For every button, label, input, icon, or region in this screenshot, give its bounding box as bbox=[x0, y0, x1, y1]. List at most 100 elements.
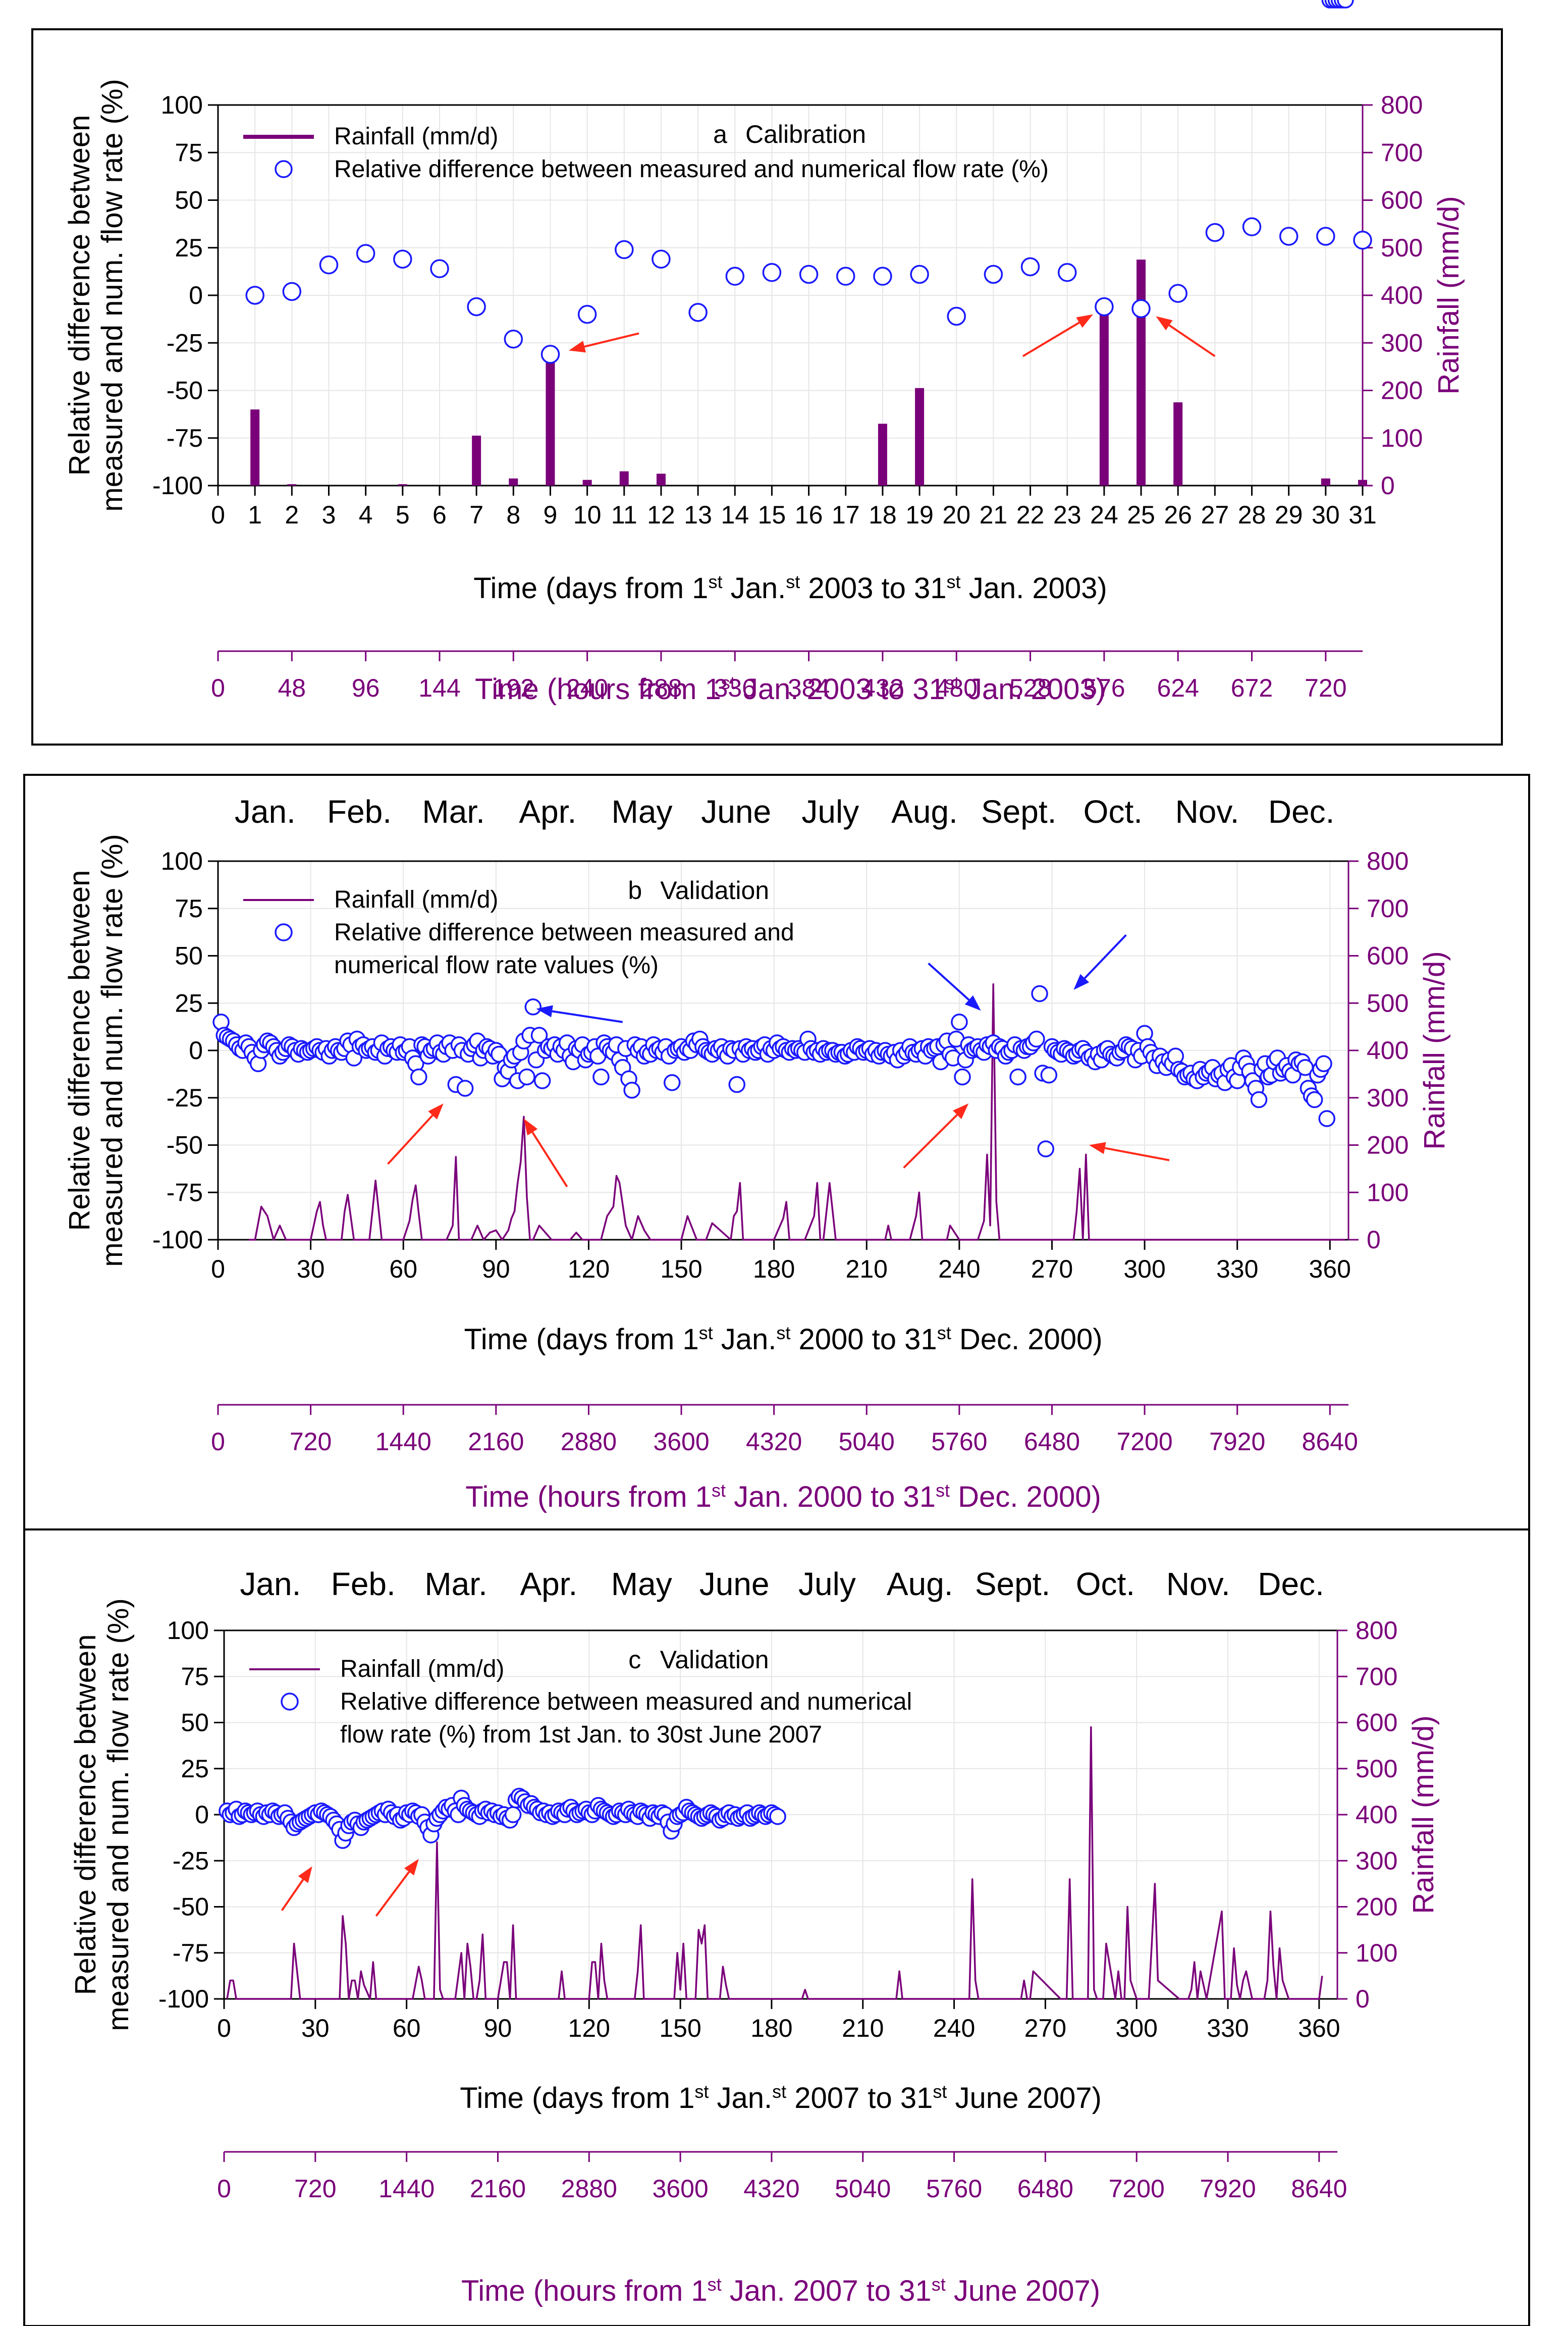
y-axis-title-line1: Relative difference between bbox=[63, 870, 96, 1231]
panel-frame bbox=[23, 1528, 1530, 2326]
hours-tick-label: 672 bbox=[1231, 674, 1273, 702]
data-point bbox=[410, 1068, 427, 1086]
superscript: st bbox=[699, 1323, 713, 1343]
y-tick-label: 100 bbox=[161, 847, 203, 875]
y2-axis-title: Rainfall (mm/d) bbox=[1418, 951, 1451, 1149]
y-tick-label: 0 bbox=[195, 1801, 209, 1829]
x-tick-label: 0 bbox=[211, 501, 225, 529]
x-tick-label: 300 bbox=[1123, 1255, 1165, 1283]
month-label: Feb. bbox=[327, 794, 392, 830]
arrow-red-head bbox=[953, 1103, 969, 1120]
rainfall-bar bbox=[619, 471, 629, 486]
data-point bbox=[1318, 1110, 1335, 1127]
arrow-red-shaft bbox=[903, 1114, 958, 1169]
arrow-blue-head bbox=[964, 995, 981, 1011]
x-tick-label: 360 bbox=[1298, 2014, 1340, 2042]
x-tick-label: 16 bbox=[795, 501, 823, 529]
label-part: Time (days from 1 bbox=[460, 2082, 694, 2114]
label-part: Jan. bbox=[722, 572, 786, 605]
hours-tick-label: 720 bbox=[294, 2175, 336, 2203]
x-tick-label: 31 bbox=[1348, 501, 1377, 529]
hours-tick-label: 720 bbox=[1305, 674, 1346, 702]
label-part: 2000 to 31 bbox=[790, 1323, 937, 1356]
hours-tick-label: 8640 bbox=[1291, 2175, 1347, 2203]
arrow-red-shaft bbox=[387, 1115, 434, 1165]
x-tick-label: 330 bbox=[1207, 2014, 1249, 2042]
x-tick-label: 0 bbox=[211, 1255, 225, 1283]
data-point bbox=[951, 1014, 968, 1031]
legend-marker-swatch bbox=[275, 160, 293, 178]
x-tick-label: 27 bbox=[1201, 501, 1229, 529]
arrow-blue-shaft bbox=[928, 963, 970, 1001]
arrow-red-head bbox=[569, 341, 586, 353]
x-tick-label: 19 bbox=[905, 501, 934, 529]
x-tick-label: 18 bbox=[869, 501, 897, 529]
label-part: Time (hours from 1 bbox=[475, 673, 721, 706]
superscript: st bbox=[712, 1480, 726, 1501]
data-point bbox=[954, 1068, 971, 1086]
hours-tick-label: 480 bbox=[936, 674, 978, 702]
data-point bbox=[799, 265, 819, 284]
y2-tick-label: 200 bbox=[1356, 1893, 1397, 1921]
y-tick-label: 75 bbox=[181, 1662, 209, 1690]
y-axis-right: 0 100 200 300 400 500 600 700 800 bbox=[1362, 91, 1423, 500]
x-tick-label: 4 bbox=[359, 501, 373, 529]
data-point bbox=[530, 1027, 548, 1044]
y-tick-label: 25 bbox=[181, 1755, 209, 1783]
legend-marker-swatch bbox=[281, 1693, 299, 1711]
data-point bbox=[1095, 297, 1114, 316]
x-axis-hours: 0 720 1440 2160 2880 3600 4320 5040 5760 6480 7200… bbox=[217, 2151, 1347, 2203]
hours-tick-label: 624 bbox=[1157, 674, 1199, 702]
x-tick-label: 60 bbox=[389, 1255, 417, 1283]
y2-tick-label: 400 bbox=[1381, 281, 1423, 309]
legend-label: Relative difference between measured and… bbox=[334, 156, 1049, 183]
hours-tick-label: 5760 bbox=[931, 1428, 987, 1456]
x-axis-title-hours: Time (hours from 1st Jan. 2000 to 31st D… bbox=[465, 1480, 1101, 1514]
hours-tick-label: 0 bbox=[211, 1428, 225, 1456]
x-tick-label: 17 bbox=[832, 501, 860, 529]
month-label: Mar. bbox=[424, 1566, 487, 1602]
data-point bbox=[1009, 1068, 1026, 1086]
label-part: Jan. 2003 to 31 bbox=[735, 673, 945, 706]
hours-tick-label: 5040 bbox=[839, 1428, 895, 1456]
month-label: May bbox=[612, 794, 673, 830]
y-axis-right: 0 100 200 300 400 500 600 700 800 bbox=[1336, 1616, 1397, 2013]
arrow-blue-head bbox=[1073, 974, 1090, 990]
month-label: Mar. bbox=[422, 794, 484, 830]
hours-tick-label: 192 bbox=[493, 674, 534, 702]
x-tick-label: 30 bbox=[301, 2014, 330, 2042]
x-tick-label: 0 bbox=[217, 2014, 231, 2042]
month-label: Oct. bbox=[1084, 794, 1143, 830]
y-axis-title-line2: measured and num. flow rate (%) bbox=[102, 1598, 135, 2031]
x-tick-label: 180 bbox=[753, 1255, 795, 1283]
y2-axis-title: Rainfall (mm/d) bbox=[1407, 1715, 1440, 1914]
y-axis-title-line1: Relative difference between bbox=[69, 1634, 102, 1995]
rainfall-series bbox=[249, 983, 1345, 1241]
y-tick-label: -75 bbox=[173, 1939, 209, 1967]
arrow-red-head bbox=[523, 1119, 538, 1136]
arrow-red-shaft bbox=[584, 332, 639, 348]
y2-tick-label: 600 bbox=[1356, 1709, 1397, 1737]
label-part: Time (days from 1 bbox=[464, 1323, 698, 1356]
hours-tick-label: 7920 bbox=[1200, 2175, 1256, 2203]
x-tick-label: 90 bbox=[484, 2014, 512, 2042]
y2-axis-title: Rainfall (mm/d) bbox=[1432, 196, 1465, 394]
y2-tick-label: 100 bbox=[1381, 424, 1423, 452]
data-point bbox=[762, 263, 782, 282]
hours-tick-label: 7200 bbox=[1109, 2175, 1165, 2203]
panel-title: Calibration bbox=[745, 120, 866, 148]
x-axis-days: 0 1 2 3 4 5 6 7 8 9 10 11 12 13 14 15 16 17 18 19 20 21 22 23 24… bbox=[211, 486, 1377, 529]
arrow-blue-head bbox=[536, 1005, 553, 1018]
data-point bbox=[1353, 230, 1372, 250]
superscript: st bbox=[721, 672, 735, 693]
x-tick-label: 240 bbox=[933, 2014, 975, 2042]
data-point bbox=[356, 244, 375, 263]
x-axis-days: 0 30 60 90 120 150 180 210 240 270 300 330 360 bbox=[217, 1999, 1340, 2042]
x-tick-label: 3 bbox=[322, 501, 336, 529]
y-tick-label: 25 bbox=[175, 989, 203, 1017]
label-part: 2007 to 31 bbox=[786, 2082, 933, 2114]
x-axis-title-days: Time (days from 1st Jan.st 2007 to 31st … bbox=[460, 2081, 1102, 2115]
x-tick-label: 24 bbox=[1090, 501, 1118, 529]
superscript: st bbox=[786, 571, 800, 592]
data-point bbox=[1057, 263, 1077, 282]
